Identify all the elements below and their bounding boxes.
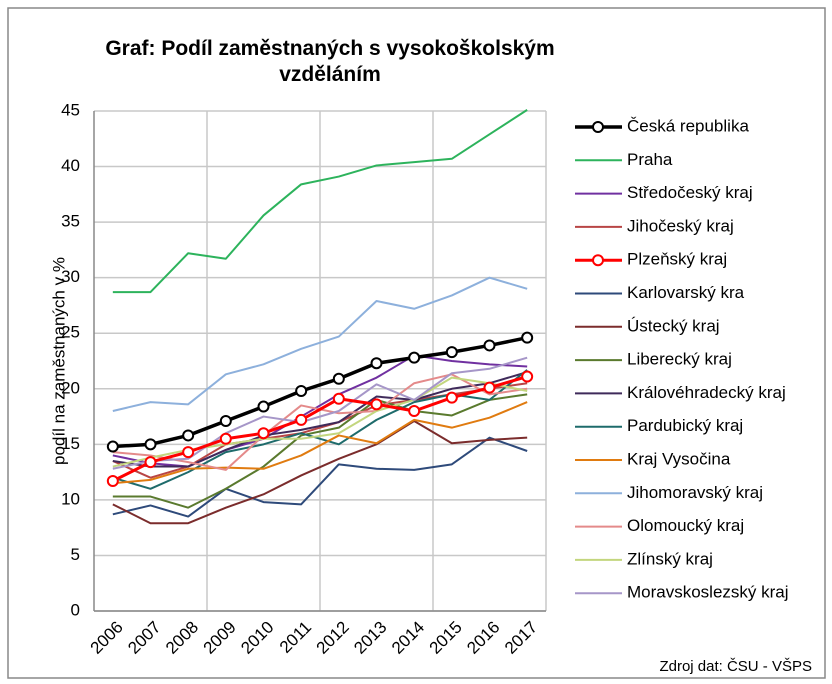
series-marker [182, 446, 195, 459]
series-marker [219, 432, 232, 445]
series-marker [295, 385, 308, 397]
y-tick-label: 15 [61, 434, 80, 453]
legend-label: Pardubický kraj [627, 416, 743, 435]
series-marker [445, 391, 458, 404]
legend-label: Kraj Vysočina [627, 449, 731, 468]
series-line [112, 335, 528, 449]
y-tick-label: 25 [61, 323, 80, 342]
series-marker [144, 438, 157, 451]
series-marker [408, 405, 421, 417]
y-tick-label: 20 [61, 378, 80, 397]
series-line [112, 376, 528, 468]
series-marker [106, 475, 119, 487]
legend-label: Karlovarský kra [627, 283, 745, 302]
legend-marker [592, 254, 604, 267]
y-tick-label: 5 [71, 545, 80, 564]
series-marker [332, 392, 345, 405]
series-line [112, 401, 528, 485]
series-marker [257, 427, 270, 440]
series-marker [332, 372, 345, 385]
series-marker [408, 351, 421, 364]
series-line [112, 371, 528, 468]
series-line [112, 109, 528, 294]
legend-label: Středočeský kraj [627, 183, 753, 202]
series-marker [295, 413, 308, 426]
chart-title: Graf: Podíl zaměstnaných s vysokoškolský… [105, 37, 555, 86]
series-marker [370, 398, 383, 411]
series-marker [483, 339, 496, 352]
series-line [112, 436, 528, 518]
series-marker [521, 370, 534, 383]
series-line [112, 393, 528, 509]
y-tick-label: 10 [61, 489, 80, 508]
series-marker [182, 429, 195, 442]
legend-label: Liberecký kraj [627, 350, 732, 369]
series-line [112, 276, 528, 412]
legend-label: Olomoucký kraj [627, 516, 744, 535]
legend-label: Jihomoravský kraj [627, 483, 763, 502]
series-marker [144, 456, 157, 469]
legend-label: Praha [627, 150, 673, 169]
series-line [112, 356, 528, 470]
legend-marker [592, 121, 604, 133]
series-marker [219, 415, 232, 427]
legend-label: Plzeňský kraj [627, 250, 727, 269]
y-tick-label: 40 [61, 156, 80, 175]
series-line [112, 420, 528, 525]
series-line [112, 375, 528, 483]
legend-label: Ústecký kraj [627, 316, 720, 335]
series-marker [370, 357, 383, 370]
legend-label: Zlínský kraj [627, 549, 713, 568]
legend-label: Jihočeský kraj [627, 216, 734, 235]
legend-label: Moravskoslezský kraj [627, 583, 789, 602]
y-tick-label: 30 [61, 267, 80, 286]
series-marker [445, 346, 458, 359]
y-tick-label: 35 [61, 212, 80, 231]
legend-label: Česká republika [627, 116, 749, 135]
y-tick-label: 45 [61, 100, 80, 119]
series-marker [257, 400, 270, 413]
series-marker [483, 381, 496, 394]
series-marker [106, 440, 119, 453]
chart-frame [7, 7, 826, 679]
source-note: Zdroj dat: ČSU - VŠPS [659, 658, 812, 675]
legend-label: Královéhradecký kraj [627, 383, 786, 402]
series-line [112, 382, 528, 479]
y-axis-label: podíl na zaměstnaných v % [49, 257, 68, 465]
y-tick-label: 0 [71, 600, 80, 619]
series-marker [521, 331, 534, 344]
